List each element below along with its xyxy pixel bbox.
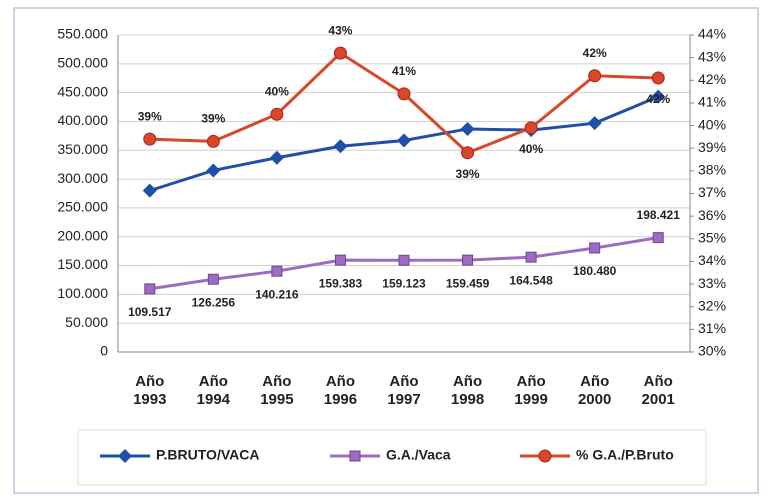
y2-tick-label: 33% [698, 275, 726, 291]
y-tick-label: 450.000 [57, 83, 108, 99]
x-tick-label: Año 1998 [451, 373, 484, 408]
point [142, 183, 157, 198]
point [461, 146, 475, 160]
y2-tick-label: 40% [698, 116, 726, 132]
y-tick-label: 200.000 [57, 227, 108, 243]
y-tick-label: 100.000 [57, 285, 108, 301]
point [398, 254, 410, 266]
y-tick-label: 400.000 [57, 112, 108, 128]
y2-tick-label: 35% [698, 229, 726, 245]
point [651, 89, 666, 104]
data-label: 126.256 [192, 295, 236, 309]
frame [13, 7, 759, 494]
y-tick-label: 250.000 [57, 199, 108, 215]
y-tick-label: 350.000 [57, 141, 108, 157]
y2-tick-label: 32% [698, 297, 726, 313]
data-label: 40% [519, 142, 543, 156]
data-label: 39% [201, 112, 225, 126]
y-tick-label: 300.000 [57, 170, 108, 186]
point [333, 46, 347, 60]
y2-tick-label: 30% [698, 343, 726, 359]
data-label: 180.480 [573, 264, 617, 278]
x-tick-label: Año 1995 [260, 373, 293, 408]
point [524, 121, 538, 135]
y-tick-label: 50.000 [65, 314, 108, 330]
legend-box [77, 429, 707, 486]
data-label: 198.421 [637, 208, 681, 222]
legend-label: G.A./Vaca [386, 447, 451, 463]
point [269, 150, 284, 165]
y2-tick-label: 43% [698, 48, 726, 64]
point [207, 273, 219, 285]
point [587, 116, 602, 131]
point [206, 163, 221, 178]
data-label: 140.216 [255, 287, 299, 301]
y2-tick-label: 39% [698, 139, 726, 155]
point [588, 69, 602, 83]
y2-tick-label: 34% [698, 252, 726, 268]
data-label: 39% [456, 167, 480, 181]
legend-marker [349, 450, 361, 462]
point [334, 254, 346, 266]
data-label: 159.123 [382, 276, 426, 290]
legend-label: P.BRUTO/VACA [156, 447, 259, 463]
point [460, 121, 475, 136]
data-label: 42% [583, 46, 607, 60]
legend-marker [538, 449, 552, 463]
y-tick-label: 500.000 [57, 55, 108, 71]
point [652, 232, 664, 244]
y2-tick-label: 38% [698, 162, 726, 178]
x-tick-label: Año 1999 [514, 373, 547, 408]
point [333, 139, 348, 154]
point [270, 107, 284, 121]
x-tick-label: Año 2001 [642, 373, 675, 408]
point [206, 134, 220, 148]
data-label: 159.383 [319, 276, 363, 290]
data-label: 40% [265, 84, 289, 98]
point [144, 283, 156, 295]
data-label: 39% [138, 109, 162, 123]
point [143, 132, 157, 146]
x-tick-label: Año 1993 [133, 373, 166, 408]
y2-tick-label: 37% [698, 184, 726, 200]
point [397, 87, 411, 101]
data-label: 42% [646, 92, 670, 106]
y2-tick-label: 36% [698, 207, 726, 223]
y2-tick-label: 41% [698, 94, 726, 110]
legend-label: % G.A./P.Bruto [576, 447, 674, 463]
y2-tick-label: 31% [698, 320, 726, 336]
point [651, 71, 665, 85]
point [397, 133, 411, 148]
x-tick-label: Año 1996 [324, 373, 357, 408]
data-label: 109.517 [128, 305, 172, 319]
y2-tick-label: 44% [698, 26, 726, 42]
y-tick-label: 0 [100, 343, 108, 359]
x-tick-label: Año 2000 [578, 373, 611, 408]
x-tick-label: Año 1994 [197, 373, 231, 408]
y-tick-label: 150.000 [57, 256, 108, 272]
point [271, 265, 283, 277]
y-tick-label: 550.000 [57, 26, 108, 42]
point [525, 251, 537, 263]
data-label: 43% [328, 23, 352, 37]
data-label: 164.548 [509, 273, 553, 287]
data-label: 41% [392, 64, 416, 78]
point [589, 242, 601, 254]
y2-tick-label: 42% [698, 71, 726, 87]
x-tick-label: Año 1997 [387, 373, 420, 408]
data-label: 159.459 [446, 276, 490, 290]
point [462, 254, 474, 266]
legend-marker [118, 449, 132, 463]
